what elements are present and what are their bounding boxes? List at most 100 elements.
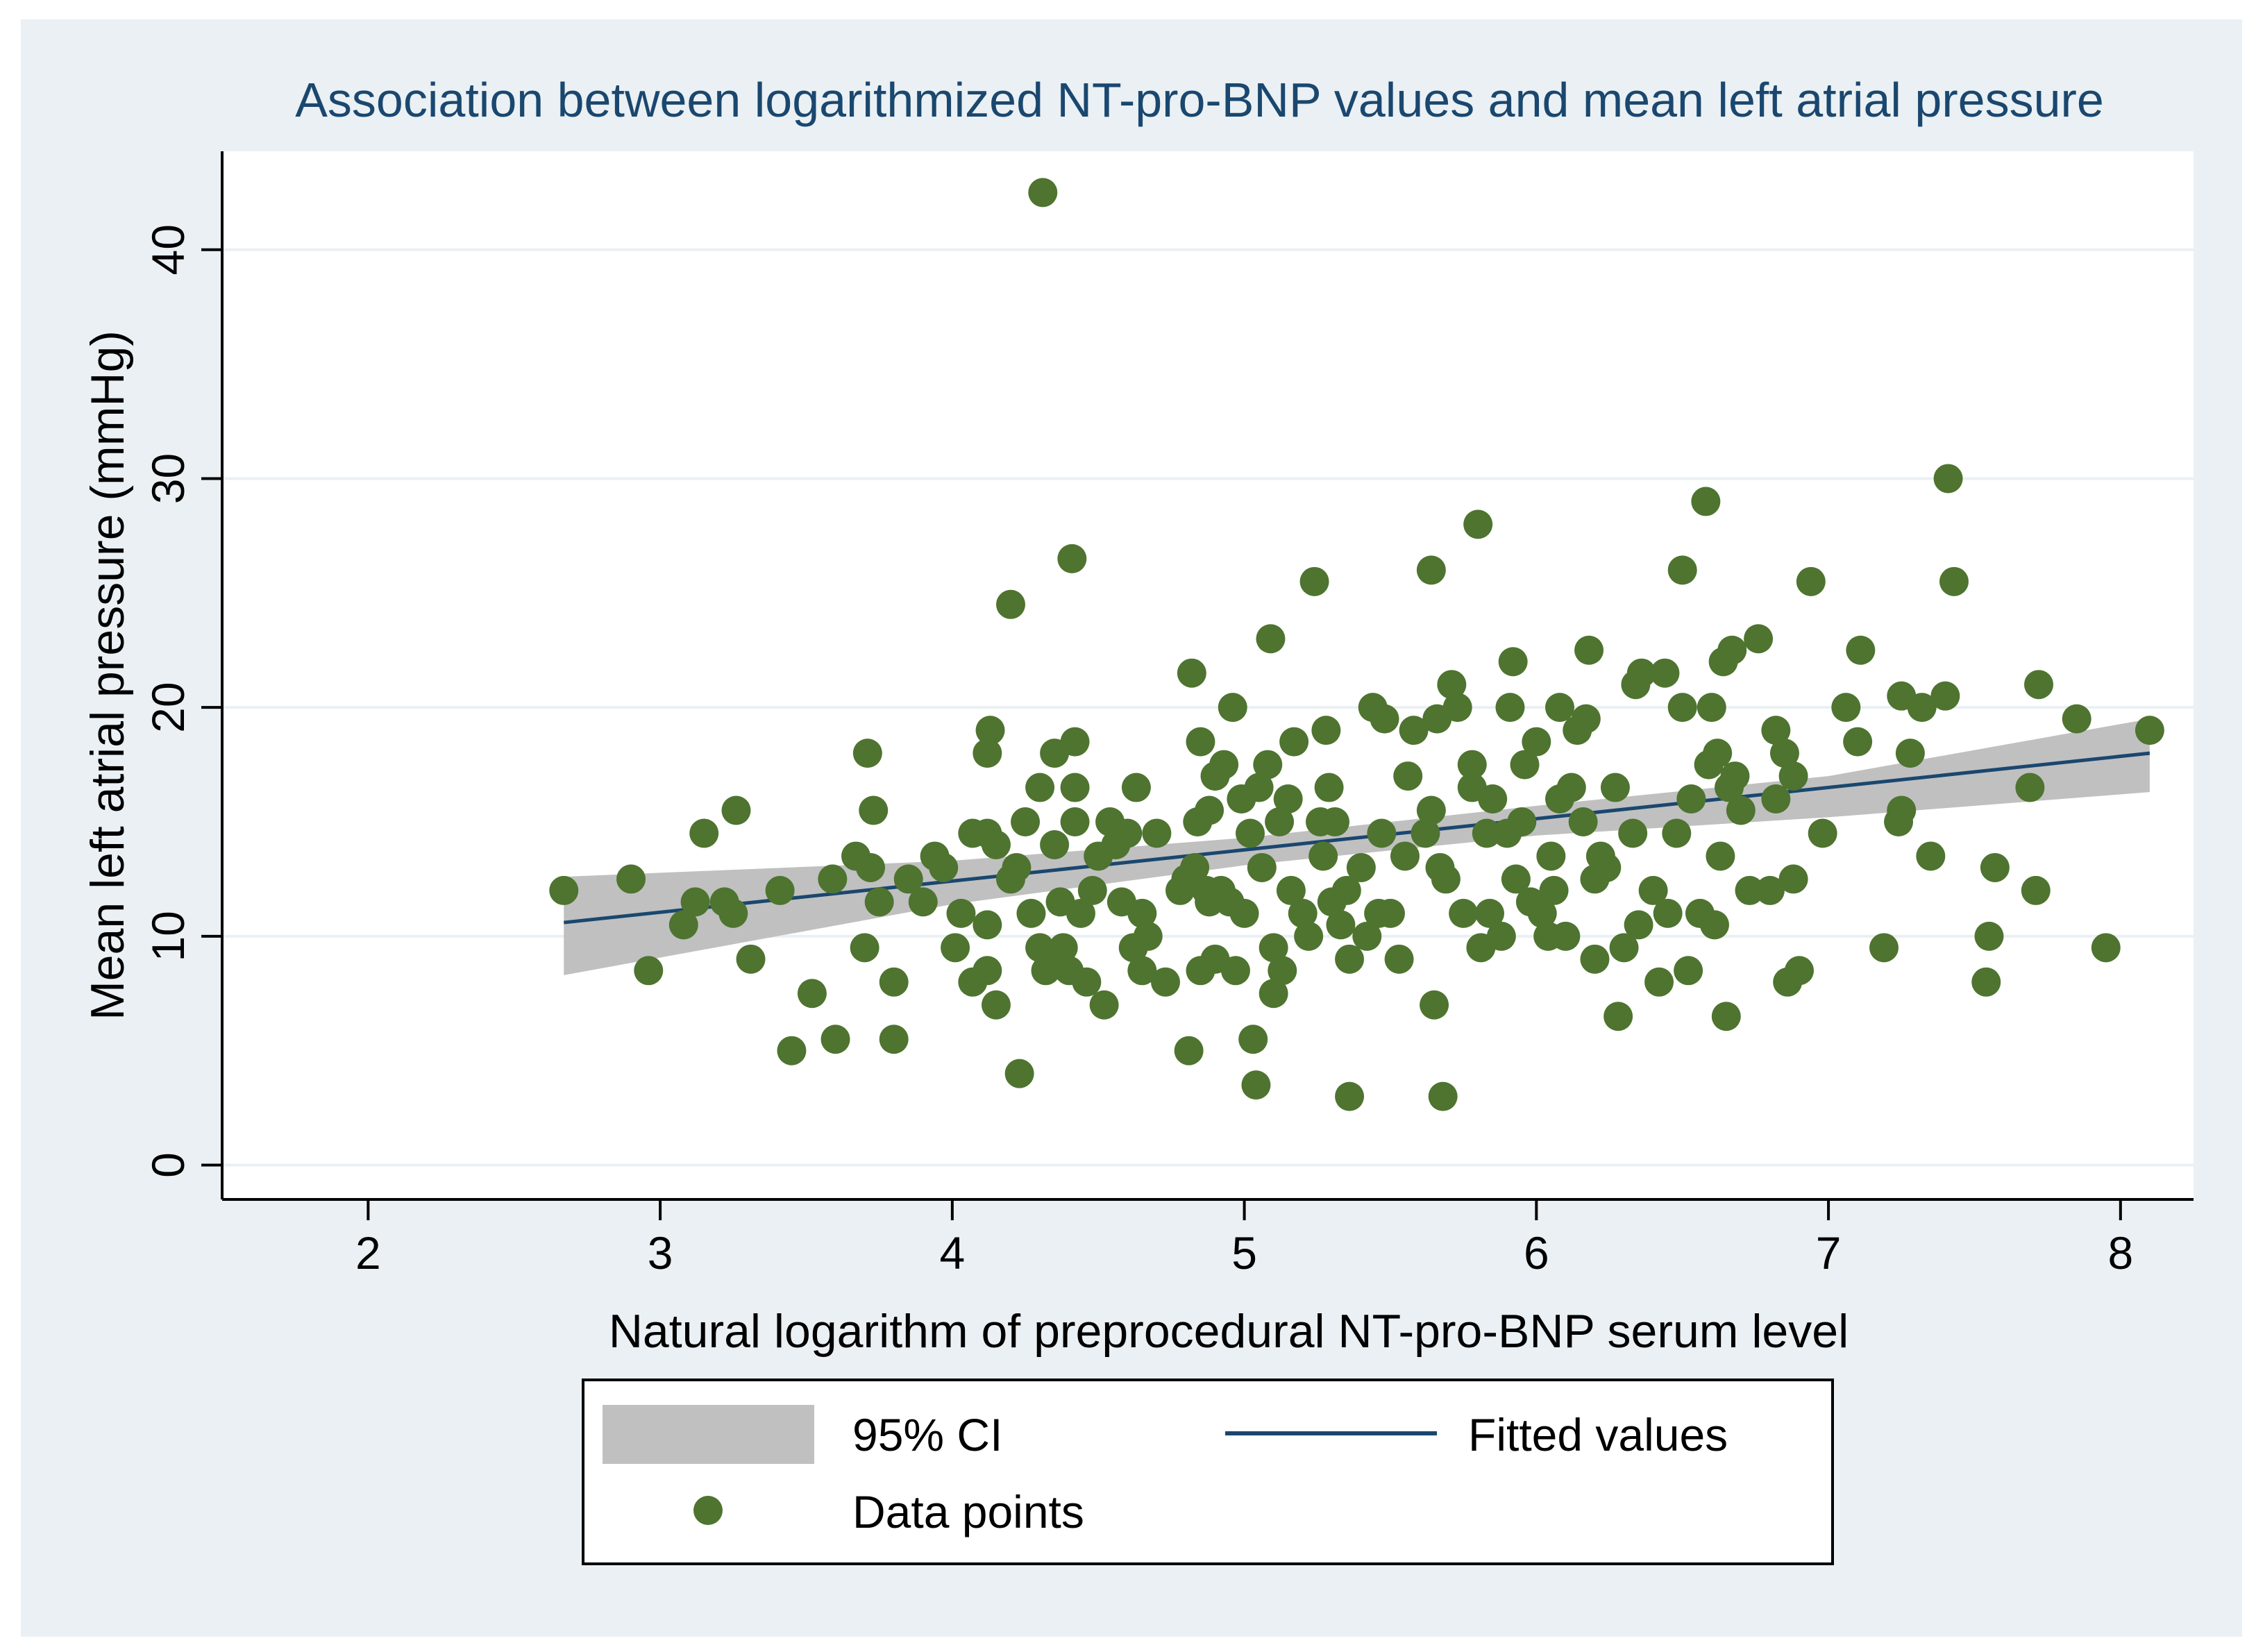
data-point-5 xyxy=(689,818,719,848)
data-point-140 xyxy=(1437,670,1467,700)
data-point-131 xyxy=(1399,716,1429,745)
legend-ci-label: 95% CI xyxy=(852,1409,1002,1460)
data-point-112 xyxy=(1308,841,1338,871)
data-point-139 xyxy=(1431,864,1460,894)
data-point-217 xyxy=(1843,727,1873,757)
data-point-27 xyxy=(941,933,970,963)
data-point-182 xyxy=(1638,875,1668,905)
data-point-120 xyxy=(1335,1081,1365,1111)
data-point-161 xyxy=(1536,841,1566,871)
data-point-24 xyxy=(908,887,938,917)
y-axis-ticks: 0 10 20 30 40 xyxy=(142,224,222,1178)
data-point-103 xyxy=(1265,807,1295,837)
data-point-102 xyxy=(1259,933,1288,963)
data-point-171 xyxy=(1580,944,1610,974)
data-point-125 xyxy=(1367,818,1397,848)
data-point-187 xyxy=(1667,693,1697,723)
data-point-201 xyxy=(1717,635,1747,665)
x-tick-label-5: 5 xyxy=(1231,1227,1257,1279)
data-point-55 xyxy=(1060,807,1090,837)
data-point-226 xyxy=(1930,681,1960,711)
legend: 95% CI Fitted values Data points xyxy=(582,1379,1834,1565)
x-tick-label-8: 8 xyxy=(2107,1227,2133,1279)
data-point-58 xyxy=(1066,898,1095,928)
data-point-57 xyxy=(1060,727,1090,757)
y-tick-label-0: 0 xyxy=(142,1152,194,1178)
data-point-20 xyxy=(864,887,894,917)
data-point-28 xyxy=(946,898,976,928)
data-point-36 xyxy=(981,829,1011,859)
data-point-232 xyxy=(2015,773,2045,802)
data-point-202 xyxy=(1720,761,1750,791)
data-point-32 xyxy=(973,956,1002,986)
data-point-221 xyxy=(1887,795,1917,825)
data-point-148 xyxy=(1475,898,1505,928)
data-point-2 xyxy=(634,956,664,986)
data-point-154 xyxy=(1501,864,1531,894)
data-point-37 xyxy=(981,990,1011,1020)
data-point-227 xyxy=(1933,464,1963,494)
data-point-18 xyxy=(856,852,886,882)
data-point-234 xyxy=(2024,670,2054,700)
data-point-78 xyxy=(1180,852,1210,882)
data-point-203 xyxy=(1726,795,1756,825)
data-point-169 xyxy=(1571,704,1601,734)
data-point-33 xyxy=(973,739,1002,768)
x-tick-label-2: 2 xyxy=(355,1227,381,1279)
data-point-98 xyxy=(1247,852,1277,882)
data-point-116 xyxy=(1320,807,1350,837)
data-point-223 xyxy=(1895,739,1925,768)
data-point-142 xyxy=(1449,898,1479,928)
data-point-145 xyxy=(1463,509,1493,539)
data-point-175 xyxy=(1600,773,1630,802)
data-point-190 xyxy=(1676,784,1706,814)
data-point-219 xyxy=(1869,933,1899,963)
data-point-42 xyxy=(1011,807,1041,837)
chart-title: Association between logarithmized NT-pro… xyxy=(295,73,2104,127)
data-point-118 xyxy=(1331,875,1361,905)
data-point-127 xyxy=(1375,898,1405,928)
data-point-177 xyxy=(1609,933,1639,963)
data-point-147 xyxy=(1472,818,1501,848)
data-point-19 xyxy=(859,795,889,825)
y-axis-title: Mean left atrial pressure (mmHg) xyxy=(81,330,134,1020)
data-point-54 xyxy=(1057,543,1087,573)
data-point-213 xyxy=(1785,956,1814,986)
data-point-72 xyxy=(1142,818,1172,848)
data-point-204 xyxy=(1735,875,1765,905)
data-point-133 xyxy=(1416,555,1446,585)
chart-frame: Association between logarithmized NT-pro… xyxy=(21,19,2242,1637)
data-point-233 xyxy=(2021,875,2051,905)
x-axis-title: Natural logarithm of preprocedural NT-pr… xyxy=(609,1305,1849,1358)
data-point-228 xyxy=(1939,566,1969,596)
data-point-83 xyxy=(1195,795,1224,825)
y-tick-label-20: 20 xyxy=(142,682,194,732)
data-point-56 xyxy=(1060,773,1090,802)
data-point-76 xyxy=(1174,1036,1204,1065)
data-point-35 xyxy=(975,716,1005,745)
data-point-3 xyxy=(668,910,698,940)
data-point-16 xyxy=(850,933,879,963)
data-point-77 xyxy=(1177,658,1206,688)
fitted-line xyxy=(564,751,2150,925)
data-point-208 xyxy=(1761,716,1791,745)
data-point-162 xyxy=(1539,875,1569,905)
data-point-224 xyxy=(1907,693,1937,723)
data-point-88 xyxy=(1209,750,1239,779)
data-point-22 xyxy=(879,1025,909,1054)
data-point-34 xyxy=(973,910,1002,940)
x-tick-label-4: 4 xyxy=(939,1227,965,1279)
legend-fit-label: Fitted values xyxy=(1468,1409,1728,1460)
x-tick-label-3: 3 xyxy=(648,1227,673,1279)
data-point-184 xyxy=(1650,658,1680,688)
data-point-69 xyxy=(1127,956,1157,986)
data-point-43 xyxy=(1016,898,1046,928)
data-point-158 xyxy=(1522,727,1551,757)
data-point-166 xyxy=(1556,773,1586,802)
data-point-52 xyxy=(1048,933,1078,963)
data-point-104 xyxy=(1268,956,1297,986)
data-point-23 xyxy=(893,864,923,894)
data-point-150 xyxy=(1486,921,1516,951)
data-point-90 xyxy=(1218,693,1247,723)
data-point-108 xyxy=(1288,898,1318,928)
